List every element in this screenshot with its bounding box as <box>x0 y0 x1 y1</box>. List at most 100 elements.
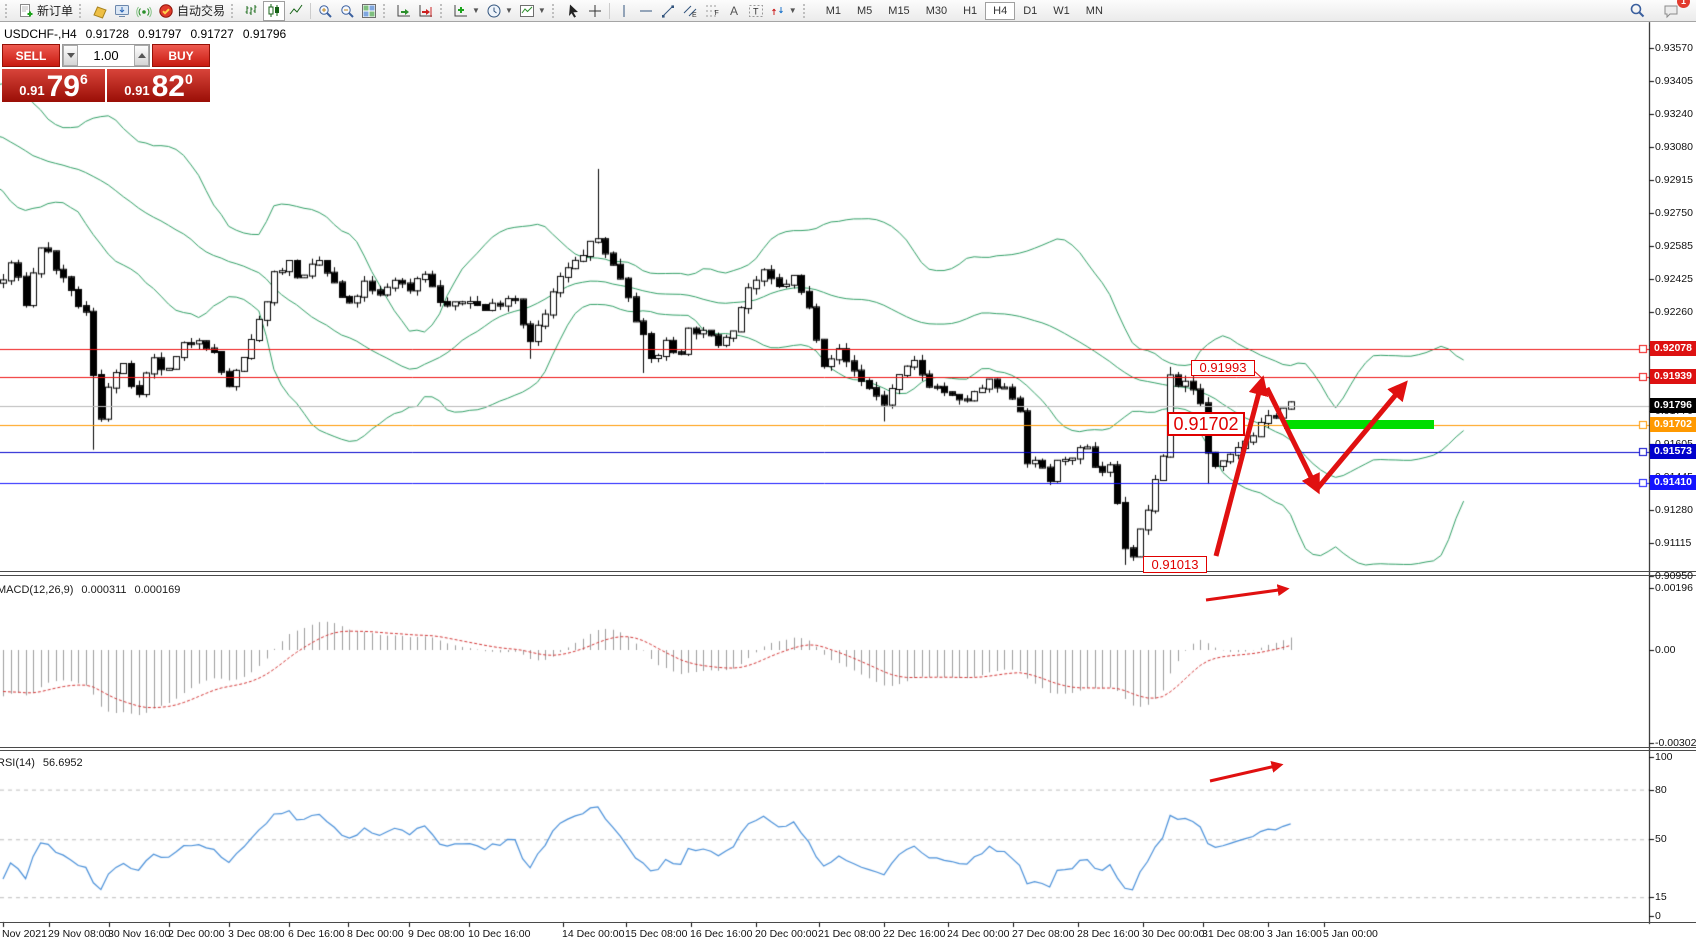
line-chart-button[interactable] <box>285 1 307 21</box>
toolbar-grip <box>440 3 446 18</box>
time-axis-label[interactable]: 22 Dec 16:00 <box>883 928 946 940</box>
support-zone-bar[interactable] <box>1284 420 1434 429</box>
horizontal-line-button[interactable] <box>635 1 657 21</box>
time-axis-label[interactable]: 9 Dec 08:00 <box>408 928 465 940</box>
rsi-label: RSI(14) 56.6952 <box>0 757 83 769</box>
time-axis-label[interactable]: 10 Dec 16:00 <box>468 928 531 940</box>
templates-button[interactable]: ▼ <box>516 1 549 21</box>
text-label-button[interactable]: T <box>745 1 767 21</box>
fibonacci-button[interactable]: F <box>701 1 723 21</box>
timeframe-m30[interactable]: M30 <box>925 4 948 17</box>
chart-price-label[interactable]: 0.91013 <box>1143 556 1207 573</box>
sell-price-prefix: 0.91 <box>19 83 45 98</box>
timeframe-h4[interactable]: H4 <box>985 1 1016 20</box>
time-axis-label[interactable]: 30 Dec 00:00 <box>1142 928 1205 940</box>
volume-input[interactable]: 1.00 <box>93 48 119 63</box>
timeframe-m5[interactable]: M5 <box>857 4 873 17</box>
time-axis-label[interactable]: 15 Dec 08:00 <box>625 928 688 940</box>
candlestick-chart-button[interactable] <box>263 0 286 21</box>
chart-profiles-button[interactable] <box>89 1 111 21</box>
timeframe-m15[interactable]: M15 <box>888 4 910 17</box>
panel-separator[interactable] <box>0 750 1696 751</box>
zoom-out-button[interactable] <box>336 1 358 21</box>
ohlc-low: 0.91727 <box>190 27 234 41</box>
time-axis-label[interactable]: 6 Dec 16:00 <box>288 928 345 940</box>
chart-price-label[interactable]: 0.91702 <box>1167 412 1245 436</box>
time-axis-label[interactable]: 24 Dec 00:00 <box>947 928 1010 940</box>
time-axis-label[interactable]: 16 Dec 16:00 <box>690 928 753 940</box>
bar-chart-button[interactable] <box>241 1 263 21</box>
sell-price-display[interactable]: 0.91 79 6 <box>2 69 105 102</box>
auto-trading-button[interactable]: 自动交易 <box>155 1 228 21</box>
buy-button[interactable]: BUY <box>152 44 210 67</box>
timeframe-m1[interactable]: M1 <box>825 4 841 17</box>
panel-separator[interactable] <box>0 575 1696 576</box>
timeframe-mn[interactable]: MN <box>1085 4 1103 17</box>
channel-button[interactable]: E <box>679 1 701 21</box>
time-axis-label[interactable]: 21 Dec 08:00 <box>818 928 881 940</box>
volume-increase-button[interactable] <box>134 45 149 66</box>
vertical-line-button[interactable] <box>613 1 635 21</box>
zoom-out-icon <box>341 4 354 18</box>
clock-icon <box>487 4 501 17</box>
line-chart-icon <box>289 4 303 14</box>
signals-button[interactable] <box>133 1 155 21</box>
time-axis-label[interactable]: 3 Dec 08:00 <box>228 928 285 940</box>
price-axis-tick-label: 0.93405 <box>1655 75 1693 87</box>
timeframe-h1[interactable]: H1 <box>963 4 978 17</box>
trendline-button[interactable] <box>657 1 679 21</box>
text-button[interactable]: A <box>723 1 745 21</box>
macd-axis-label: 0.00 <box>1655 644 1676 656</box>
chart-price-label[interactable]: 0.91993 <box>1191 360 1255 376</box>
text-a-icon: A <box>730 4 738 18</box>
cursor-button[interactable] <box>562 1 584 21</box>
time-axis-label[interactable]: 8 Dec 00:00 <box>347 928 404 940</box>
timeframe-d1[interactable]: D1 <box>1023 4 1038 17</box>
new-order-button[interactable]: 新订单 <box>15 1 76 21</box>
sell-button[interactable]: SELL <box>2 44 60 67</box>
panel-separator[interactable] <box>0 571 1696 572</box>
rsi-axis-label: 15 <box>1655 891 1667 903</box>
toolbar-separator <box>608 2 610 19</box>
zoom-in-icon <box>319 4 332 18</box>
timeframe-w1[interactable]: W1 <box>1053 4 1070 17</box>
time-axis-label[interactable]: Nov 2021 <box>2 928 47 940</box>
volume-decrease-button[interactable] <box>63 45 78 66</box>
auto-scroll-button[interactable] <box>393 1 415 21</box>
publish-button[interactable] <box>111 1 133 21</box>
profiles-icon <box>93 5 107 19</box>
bar-chart-icon <box>245 4 257 15</box>
toolbar-right: 1 <box>1626 0 1690 21</box>
time-axis-label[interactable]: 5 Jan 00:00 <box>1323 928 1378 940</box>
time-axis-label[interactable]: 28 Dec 16:00 <box>1077 928 1140 940</box>
time-axis-label[interactable]: 27 Dec 08:00 <box>1012 928 1075 940</box>
macd-value-signal: 0.000169 <box>134 584 181 596</box>
rsi-value: 56.6952 <box>42 757 83 769</box>
panel-separator[interactable] <box>0 747 1696 748</box>
arrows-objects-button[interactable]: ▼ <box>767 1 800 21</box>
time-axis-label[interactable]: 14 Dec 00:00 <box>562 928 625 940</box>
periods-button[interactable]: ▼ <box>483 1 516 21</box>
zoom-in-button[interactable] <box>314 1 336 21</box>
time-axis-label[interactable]: 20 Dec 00:00 <box>755 928 818 940</box>
price-tag: 0.91796 <box>1650 398 1696 413</box>
time-axis-label[interactable]: 31 Dec 08:00 <box>1202 928 1265 940</box>
tile-windows-button[interactable] <box>358 1 380 21</box>
chart-shift-button[interactable] <box>415 1 437 21</box>
crosshair-button[interactable] <box>584 1 606 21</box>
buy-price-pip: 0 <box>184 71 193 87</box>
auto-trading-label: 自动交易 <box>177 4 226 18</box>
time-axis-label[interactable]: 2 Dec 00:00 <box>168 928 225 940</box>
time-axis-label[interactable]: 3 Jan 16:00 <box>1267 928 1322 940</box>
up-triangle-icon <box>137 49 146 58</box>
buy-price-display[interactable]: 0.91 82 0 <box>107 69 210 102</box>
macd-name: MACD(12,26,9) <box>0 584 74 596</box>
search-button[interactable] <box>1626 1 1648 21</box>
text-label-icon: T <box>748 4 763 17</box>
time-axis-label[interactable]: 30 Nov 16:00 <box>108 928 171 940</box>
toolbar-grip <box>231 3 237 18</box>
time-axis-label[interactable]: 29 Nov 08:00 <box>48 928 111 940</box>
notifications-button[interactable]: 1 <box>1660 0 1690 21</box>
indicators-button[interactable]: ▼ <box>450 1 483 21</box>
